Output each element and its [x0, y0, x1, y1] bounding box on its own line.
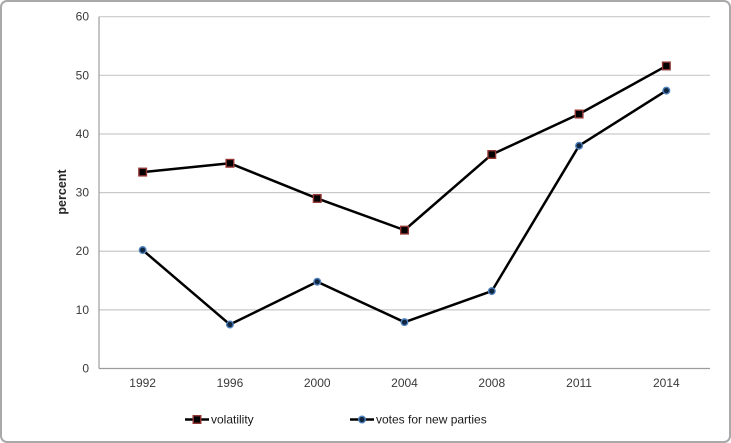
x-tick-label-1992: 1992	[129, 376, 156, 390]
gridlines-group	[99, 16, 710, 311]
legend: volatility votes for new parties	[185, 413, 487, 427]
y-axis-title: percent	[55, 169, 69, 215]
x-tick-label-2011: 2011	[566, 376, 592, 390]
marker-volatility-2000	[312, 193, 322, 203]
marker-votes-for-new-parties-1992	[138, 246, 147, 255]
legend-label-votes-for-new-parties: votes for new parties	[376, 413, 487, 427]
y-tick-label-10: 10	[76, 303, 90, 317]
legend-label-volatility: volatility	[211, 413, 254, 427]
marker-votes-for-new-parties-2011	[575, 141, 584, 150]
marker-volatility-1996	[225, 158, 235, 168]
marker-legend-votes-for-new-parties	[358, 415, 367, 424]
legend-item-votes-for-new-parties: votes for new parties	[350, 413, 487, 427]
y-tick-label-30: 30	[76, 186, 90, 200]
marker-volatility-2008	[487, 149, 497, 159]
series-volatility	[138, 61, 671, 235]
marker-volatility-2014	[661, 61, 671, 71]
x-tick-label-2000: 2000	[304, 376, 331, 390]
x-tick-label-2014: 2014	[653, 376, 680, 390]
series-group	[138, 61, 671, 329]
y-tick-label-60: 60	[76, 10, 90, 24]
marker-legend-volatility	[192, 415, 202, 425]
y-tick-label-40: 40	[76, 127, 90, 141]
y-axis-tick-labels: 0 10 20 30 40 50 60	[76, 10, 90, 376]
marker-volatility-2011	[574, 109, 584, 119]
x-axis-tick-labels: 1992 1996 2000 2004 2008 2011 2014	[129, 376, 680, 390]
marker-volatility-1992	[138, 167, 148, 177]
axes-group	[98, 16, 710, 370]
marker-volatility-2004	[400, 225, 410, 235]
marker-votes-for-new-parties-2014	[662, 86, 671, 95]
y-tick-label-0: 0	[82, 362, 89, 376]
legend-item-volatility: volatility	[185, 413, 254, 427]
series-line-votes-for-new-parties	[141, 89, 668, 326]
x-tick-label-2008: 2008	[478, 376, 505, 390]
x-tick-label-1996: 1996	[217, 376, 244, 390]
series-votes-for-new-parties	[138, 86, 671, 329]
y-tick-label-50: 50	[76, 68, 90, 82]
marker-votes-for-new-parties-1996	[225, 320, 234, 329]
marker-votes-for-new-parties-2004	[400, 318, 409, 327]
y-tick-label-20: 20	[76, 244, 90, 258]
marker-votes-for-new-parties-2000	[313, 277, 322, 286]
x-tick-label-2004: 2004	[391, 376, 418, 390]
series-line-volatility	[141, 64, 668, 232]
marker-votes-for-new-parties-2008	[487, 287, 496, 296]
